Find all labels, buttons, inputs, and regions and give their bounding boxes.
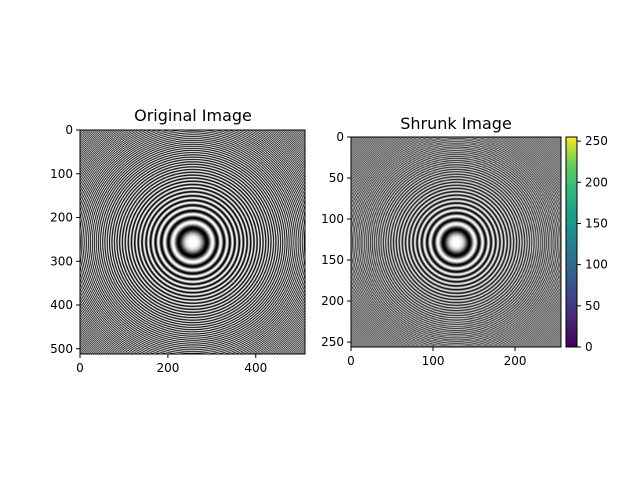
shrunk-ytick-label: 200 (321, 294, 344, 308)
original-ytick-label: 0 (65, 123, 73, 137)
shrunk-xtick-label: 100 (422, 354, 445, 368)
axes-frame-original (79, 129, 306, 355)
panel-title-original: Original Image (134, 106, 252, 125)
colorbar-gradient (565, 136, 578, 348)
original-ytick-label: 100 (50, 167, 73, 181)
colorbar-ticks: 0 50 100 150 200 250 (577, 134, 608, 354)
ticks-original: 0 200 400 0 100 200 300 400 500 (50, 123, 267, 375)
original-xtick-label: 200 (156, 361, 179, 375)
original-ytick-label: 200 (50, 211, 73, 225)
original-ytick-label: 300 (50, 254, 73, 268)
axes-frame-shrunk (350, 136, 562, 348)
ticks-shrunk: 0 100 200 0 50 100 150 200 250 (321, 130, 526, 368)
colorbar-tick-label: 150 (585, 216, 608, 230)
original-ytick-label: 500 (50, 342, 73, 356)
original-xtick-label: 0 (76, 361, 84, 375)
shrunk-ytick-label: 0 (336, 130, 344, 144)
shrunk-ytick-label: 150 (321, 253, 344, 267)
colorbar-tick-label: 250 (585, 134, 608, 148)
image-original (80, 130, 305, 354)
shrunk-xtick-label: 0 (347, 354, 355, 368)
colorbar-tick-label: 100 (585, 258, 608, 272)
panel-shrunk: Shrunk Image 0 100 200 0 50 100 150 200 250 (321, 114, 562, 368)
colorbar-tick-label: 50 (585, 299, 600, 313)
image-shrunk (351, 137, 561, 347)
panel-original: Original Image 0 200 400 0 100 200 300 400 500 (50, 106, 306, 375)
colorbar-tick-label: 0 (585, 340, 593, 354)
panel-title-shrunk: Shrunk Image (400, 114, 512, 133)
shrunk-ytick-label: 250 (321, 335, 344, 349)
original-ytick-label: 400 (50, 298, 73, 312)
shrunk-xtick-label: 200 (504, 354, 527, 368)
shrunk-ytick-label: 100 (321, 212, 344, 226)
colorbar: 0 50 100 150 200 250 (565, 134, 608, 354)
original-xtick-label: 400 (244, 361, 267, 375)
shrunk-ytick-label: 50 (329, 171, 344, 185)
colorbar-tick-label: 200 (585, 175, 608, 189)
